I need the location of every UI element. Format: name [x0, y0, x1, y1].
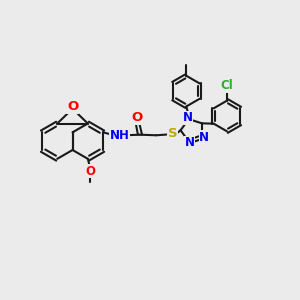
Text: N: N [184, 136, 195, 149]
Text: NH: NH [110, 129, 129, 142]
Text: O: O [131, 111, 142, 124]
Text: O: O [85, 165, 95, 178]
Text: S: S [167, 127, 177, 140]
Text: O: O [67, 100, 78, 113]
Text: N: N [183, 111, 193, 124]
Text: Cl: Cl [220, 80, 233, 92]
Text: N: N [199, 131, 209, 144]
